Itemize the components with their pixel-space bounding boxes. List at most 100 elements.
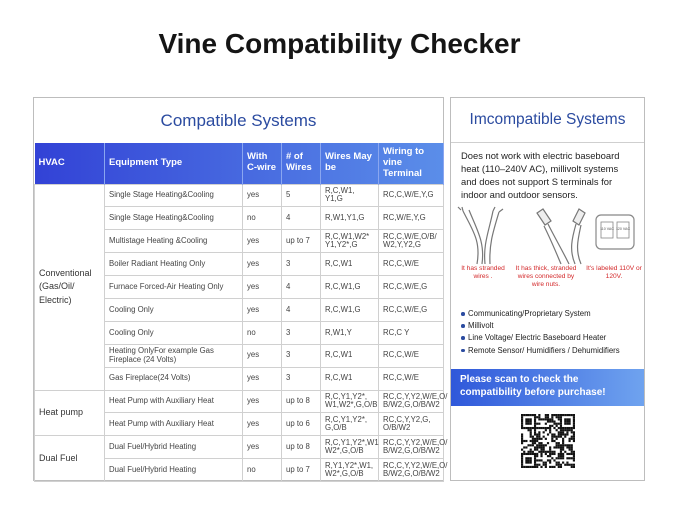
qr-module bbox=[562, 448, 565, 451]
qr-module bbox=[542, 426, 545, 430]
table-row: Single Stage Heating&Cooling no 4 R,W1,Y1,G… bbox=[35, 206, 444, 231]
qr-module bbox=[546, 459, 550, 462]
table-cell: no bbox=[242, 320, 282, 345]
qr-module bbox=[572, 416, 575, 419]
qr-module bbox=[555, 422, 558, 425]
table-cell: R,W1,Y bbox=[320, 320, 379, 345]
qr-module bbox=[546, 450, 550, 453]
qr-module bbox=[551, 465, 554, 468]
qr-module bbox=[564, 450, 567, 453]
qr-module bbox=[572, 459, 575, 462]
qr-module bbox=[559, 450, 563, 453]
table-cell: RC,C,W/E bbox=[378, 366, 444, 391]
qr-module bbox=[544, 416, 547, 419]
qr-module bbox=[531, 414, 534, 417]
qr-module bbox=[527, 465, 530, 468]
qr-module bbox=[572, 420, 575, 423]
qr-module bbox=[525, 422, 528, 425]
qr-module bbox=[536, 422, 539, 425]
table-row: Dual Fuel Dual Fuel/Hybrid Heating yes up t… bbox=[34, 435, 447, 483]
qr-module bbox=[521, 457, 524, 460]
qr-module bbox=[538, 435, 541, 438]
description: Does not work with electric baseboard he… bbox=[461, 150, 620, 200]
qr-module bbox=[568, 463, 571, 466]
qr-module bbox=[529, 459, 532, 462]
qr-module bbox=[533, 433, 537, 436]
qr-module bbox=[538, 416, 541, 419]
hvac-group: Dual Fuel bbox=[34, 435, 105, 483]
qr-module bbox=[546, 442, 550, 445]
qr-module bbox=[533, 420, 537, 423]
qr-module bbox=[570, 414, 573, 417]
compatible-panel: Compatible Systems HVAC Equipment Type Wit… bbox=[33, 97, 447, 483]
header-cell: Equipment Type bbox=[104, 143, 243, 184]
qr-module bbox=[536, 416, 539, 419]
qr-module bbox=[551, 420, 554, 423]
qr-module bbox=[564, 435, 567, 438]
qr-module bbox=[553, 450, 556, 453]
qr-module bbox=[536, 439, 539, 443]
table-cell: 3 bbox=[281, 343, 321, 368]
qr-module bbox=[570, 450, 573, 453]
table-cell: RC,W/E,Y,G bbox=[378, 206, 444, 231]
qr-module bbox=[525, 418, 528, 421]
qr-module bbox=[540, 446, 543, 449]
qr-module bbox=[540, 437, 543, 440]
qr-module bbox=[551, 450, 554, 453]
header-cell: HVAC bbox=[34, 143, 105, 184]
qr-module bbox=[557, 422, 560, 425]
qr-module bbox=[555, 424, 558, 427]
qr-module bbox=[536, 426, 539, 430]
qr-module bbox=[553, 414, 556, 417]
table-cell: Boiler Radiant Heating Only bbox=[104, 252, 243, 277]
qr-module bbox=[544, 452, 547, 456]
table-cell: RC,C,Y,Y2,W/E,O/ B/W2,G,O/B/W2 bbox=[378, 435, 447, 460]
qr-module bbox=[559, 446, 563, 449]
qr-module bbox=[542, 418, 545, 421]
qr-module bbox=[557, 463, 560, 466]
qr-module bbox=[566, 420, 569, 423]
table-cell: yes bbox=[242, 229, 282, 254]
qr-module bbox=[529, 431, 532, 434]
qr-module bbox=[570, 444, 573, 447]
table-cell: Multistage Heating &Cooling bbox=[104, 229, 243, 254]
qr-module bbox=[551, 433, 554, 436]
qr-module bbox=[521, 426, 524, 430]
list-item: Millivolt bbox=[461, 320, 620, 332]
qr-module bbox=[562, 433, 565, 436]
qr-module bbox=[521, 463, 524, 466]
qr-module bbox=[531, 426, 534, 430]
qr-module bbox=[546, 426, 550, 430]
table-cell: R,C,W1 bbox=[320, 343, 379, 368]
qr-module bbox=[540, 450, 543, 453]
table-cell: yes bbox=[242, 366, 282, 391]
qr-module bbox=[570, 435, 573, 438]
qr-module bbox=[544, 426, 547, 430]
qr-module bbox=[551, 416, 554, 419]
table-cell: 3 bbox=[281, 320, 321, 345]
qr-module bbox=[562, 452, 565, 456]
qr-module bbox=[564, 418, 567, 421]
qr-module bbox=[544, 461, 547, 464]
qr-module bbox=[570, 446, 573, 449]
qr-module bbox=[549, 446, 552, 449]
table-cell: 5 bbox=[281, 183, 321, 208]
qr-module bbox=[525, 461, 528, 464]
qr-module bbox=[533, 446, 537, 449]
qr-module bbox=[536, 444, 539, 447]
qr-module bbox=[572, 418, 575, 421]
qr-module bbox=[559, 448, 563, 451]
qr-module bbox=[527, 429, 530, 432]
table-cell: Cooling Only bbox=[104, 320, 243, 345]
qr-module bbox=[533, 426, 537, 430]
qr-module bbox=[525, 457, 528, 460]
qr-module bbox=[557, 446, 560, 449]
qr-module bbox=[533, 422, 537, 425]
wire-illustrations: 110 VAC 120 VAC bbox=[457, 206, 635, 265]
qr-module bbox=[562, 444, 565, 447]
qr-module bbox=[531, 439, 534, 443]
qr-module bbox=[553, 439, 556, 443]
qr-module bbox=[562, 461, 565, 464]
qr-module bbox=[523, 414, 526, 417]
qr-module bbox=[572, 455, 575, 458]
